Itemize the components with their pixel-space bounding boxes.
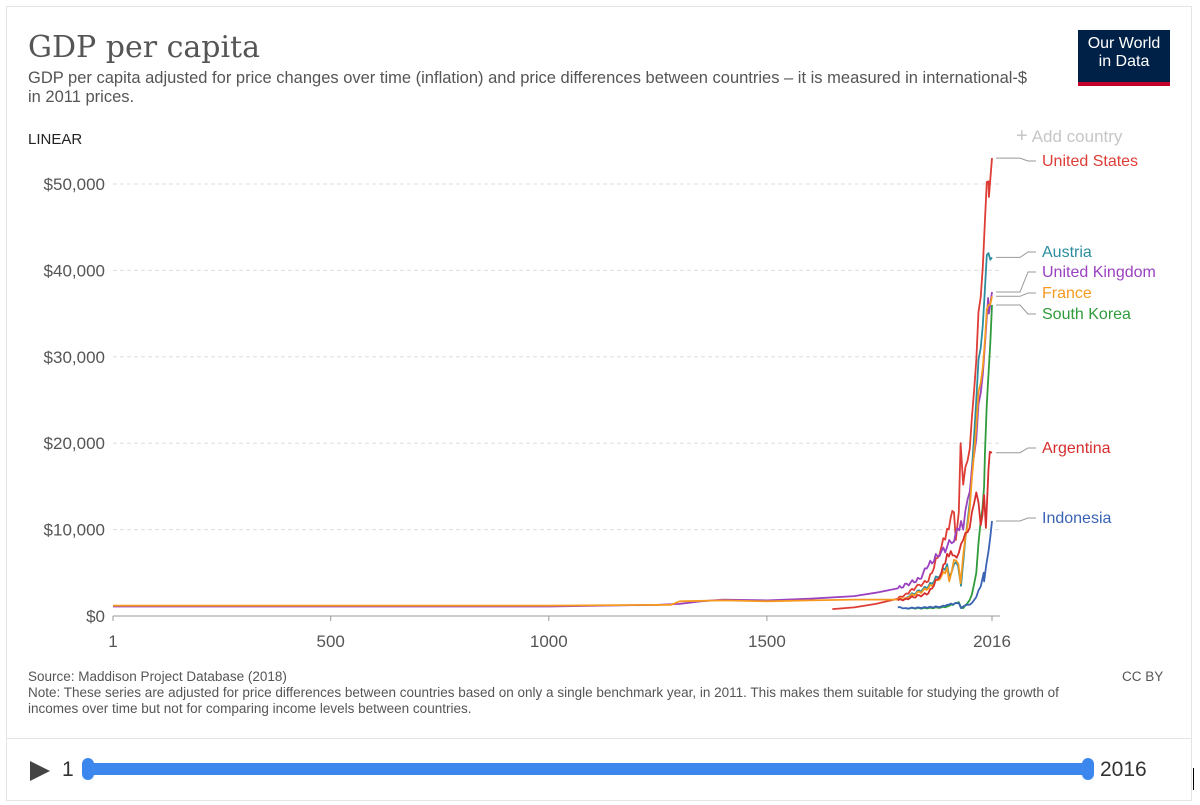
add-country-button[interactable]: + Add country	[1016, 125, 1122, 148]
play-icon[interactable]	[30, 761, 50, 781]
x-tick-label: 2016	[973, 632, 1011, 651]
source-note: Source: Maddison Project Database (2018)…	[28, 669, 1108, 717]
label-connector	[996, 292, 1036, 297]
x-tick-label: 1	[108, 632, 117, 651]
series-line-austria	[906, 252, 993, 599]
note-text: Note: These series are adjusted for pric…	[28, 685, 1059, 716]
series-line-united-kingdom	[113, 291, 993, 608]
chart-frame	[6, 6, 1192, 801]
x-tick-label: 1000	[530, 632, 568, 651]
timeline-start-year: 1	[62, 758, 74, 781]
scale-toggle[interactable]: LINEAR	[28, 131, 83, 148]
timeline-start-handle[interactable]	[82, 758, 94, 780]
series-line-france	[113, 296, 993, 607]
series-label: France	[1042, 285, 1092, 302]
series-label: United States	[1042, 153, 1138, 170]
y-tick-label: $10,000	[44, 521, 105, 540]
chart-title: GDP per capita	[28, 30, 261, 65]
y-tick-label: $20,000	[44, 434, 105, 453]
series-line-indonesia	[897, 520, 993, 610]
add-country-label: Add country	[1031, 127, 1123, 146]
timeline-end-year: 2016	[1100, 758, 1147, 781]
y-tick-label: $30,000	[44, 348, 105, 367]
timeline: 1 2016	[6, 738, 1192, 802]
x-tick-label: 1500	[748, 632, 786, 651]
text-cursor	[1193, 768, 1194, 790]
x-tick-label: 500	[316, 632, 344, 651]
timeline-track[interactable]	[86, 763, 1088, 775]
logo-line-2: in Data	[1098, 53, 1150, 70]
series-label: South Korea	[1042, 306, 1131, 323]
label-layer: United States Austria United Kingdom France…	[996, 153, 1156, 527]
license-link[interactable]: CC BY	[1122, 669, 1164, 684]
label-connector	[996, 251, 1036, 258]
series-line-south-korea	[906, 304, 993, 610]
label-connector	[996, 157, 1036, 162]
series-label: Argentina	[1042, 440, 1111, 457]
series-layer	[113, 158, 993, 610]
label-connector	[996, 271, 1036, 293]
logo-line-1: Our World	[1087, 35, 1161, 52]
series-line-united-states	[832, 158, 993, 610]
label-connector	[996, 447, 1036, 454]
series-label: Austria	[1042, 244, 1092, 261]
series-label: Indonesia	[1042, 510, 1111, 527]
y-tick-label: $50,000	[44, 175, 105, 194]
chart-subtitle: GDP per capita adjusted for price change…	[28, 69, 1028, 106]
timeline-end-handle[interactable]	[1082, 758, 1094, 780]
series-line-argentina	[897, 450, 993, 602]
y-tick-label: $40,000	[44, 261, 105, 280]
y-tick-label: $0	[86, 607, 105, 626]
logo-accent-bar	[1078, 82, 1170, 86]
source-text: Source: Maddison Project Database (2018)	[28, 669, 287, 684]
label-connector	[996, 304, 1036, 315]
series-label: United Kingdom	[1042, 264, 1156, 281]
owid-logo[interactable]: Our World in Data	[1078, 30, 1170, 86]
plus-icon: +	[1016, 125, 1028, 147]
label-connector	[996, 517, 1036, 522]
